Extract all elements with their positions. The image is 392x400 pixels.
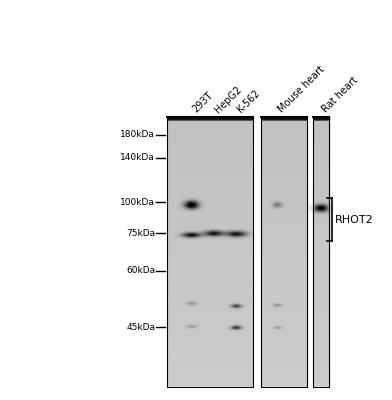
Text: 180kDa: 180kDa bbox=[120, 130, 155, 139]
Text: 140kDa: 140kDa bbox=[120, 153, 155, 162]
Bar bbox=[313, 117, 329, 387]
Text: Mouse heart: Mouse heart bbox=[277, 64, 327, 114]
Text: 293T: 293T bbox=[191, 90, 215, 114]
Text: 45kDa: 45kDa bbox=[126, 323, 155, 332]
Bar bbox=[261, 117, 307, 387]
Text: 60kDa: 60kDa bbox=[126, 266, 155, 275]
Text: HepG2: HepG2 bbox=[213, 84, 244, 114]
Text: K-562: K-562 bbox=[236, 88, 262, 114]
Text: 75kDa: 75kDa bbox=[126, 229, 155, 238]
Text: 100kDa: 100kDa bbox=[120, 198, 155, 207]
Bar bbox=[167, 117, 253, 387]
Text: Rat heart: Rat heart bbox=[320, 75, 359, 114]
Text: RHOT2: RHOT2 bbox=[335, 215, 374, 225]
